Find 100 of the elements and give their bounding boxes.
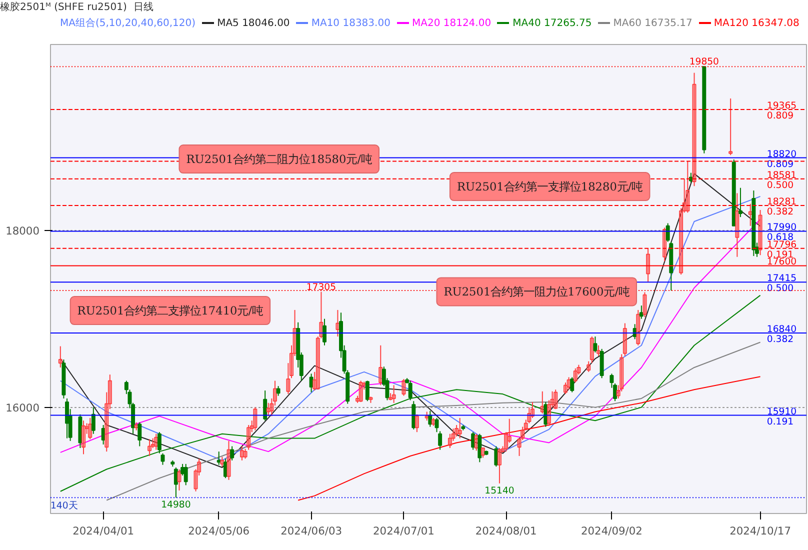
chart-title: 橡胶2501ᴹ (SHFE ru2501) [0,2,127,13]
ref-line-label: 18581 0.500 [766,170,797,191]
chart-subtitle: 日线 [133,2,154,13]
legend-label: MA10 18383.00 [311,18,390,29]
candlestick [286,362,290,395]
candlestick [368,396,373,404]
candlestick [431,417,436,426]
x-tick-label: 2024/08/01 [475,524,537,538]
candlestick [82,420,86,455]
candlestick [230,446,234,461]
candlestick [434,417,439,433]
candlestick [620,354,624,392]
candlestick [174,466,178,498]
annotation: 19850 [689,56,720,68]
candlestick [547,400,551,426]
candlestick [636,309,640,346]
candlestick [586,360,591,372]
candlestick [728,98,733,156]
annotation: RU2501合约第一支撑位18280元/吨 [456,180,643,194]
candlestick [451,428,456,442]
ref-line-label: 18281 0.382 [766,196,797,218]
candlestick [356,395,360,404]
candlestick [517,438,522,456]
candlestick [270,398,274,417]
candlestick [220,456,224,468]
x-tick-label: 2024/04/01 [72,524,134,538]
candlestick [392,384,396,404]
candlestick [600,348,604,379]
candlestick [246,424,251,450]
annotation: 17305 [306,282,336,293]
candlestick [639,305,644,320]
candlestick [388,392,393,401]
legend-label: MA60 16735.17 [613,18,692,29]
candlestick [554,389,558,410]
candlestick [322,318,326,346]
legend-label: MA120 16347.08 [714,18,800,29]
annotation: RU2501合约第二支撑位17410元/吨 [77,304,264,318]
candlestick [494,446,498,468]
candlestick [157,432,162,454]
candlestick [573,368,578,384]
legend-title: MA组合(5,10,20,40,60,120) [59,18,196,29]
candlestick [65,398,69,439]
candlestick [414,414,419,433]
candlestick [290,344,294,379]
candlestick [104,392,109,452]
candlestick [679,208,684,276]
legend-label: MA40 17265.75 [512,18,592,29]
legend-label: MA5 18046.00 [217,18,290,29]
candlestick [504,432,508,452]
annotation: RU2501合约第二阻力位18580元/吨 [186,152,372,166]
candlestick [590,336,594,364]
candlestick [646,248,650,282]
candlestick [253,406,258,431]
candlestick [454,424,459,438]
ref-line-label: 16840 0.382 [766,324,797,345]
x-tick-label: 2024/09/02 [581,524,642,538]
candlestick [458,417,462,439]
x-tick-label: 2024/05/06 [188,524,250,538]
candlestick [616,384,620,399]
candlestick [263,390,268,422]
candlestick [576,364,581,376]
ref-line-label: 19365 0.809 [766,100,797,122]
annotation: 14980 [161,500,191,511]
annotation: RU2501合约第一阻力位17600元/吨 [444,284,630,299]
candlestick [686,160,690,214]
candlestick [520,426,525,441]
candlestick [622,322,627,356]
candlestick [365,380,370,402]
candlestick [507,418,512,444]
candlestick [273,380,277,406]
candlestick [108,374,112,410]
candlestick [378,344,383,386]
x-tick-label: 2024/06/03 [280,524,342,538]
annotation: 15140 [484,485,514,496]
candlestick [408,380,412,401]
ref-line-label: 15910 0.191 [766,406,797,428]
candlestick [478,433,482,463]
candlestick [336,309,340,338]
candlestick [197,458,202,476]
candlestick [500,446,505,453]
candlestick [758,209,762,256]
candlestick [184,463,188,486]
candlestick [226,440,231,480]
candlestick [448,433,452,449]
candlestick [570,376,574,393]
candlestick [666,222,670,242]
candlestick [596,344,601,356]
candlestick [58,346,62,368]
candlestick [735,192,740,258]
candlestick [497,448,502,484]
candlestick [480,448,485,458]
candlestick [662,227,667,262]
candlestick [148,438,152,456]
x-tick-label: 2024/10/17 [730,524,791,538]
candlestick [216,451,221,466]
candlestick [91,406,96,434]
candlestick [309,373,314,393]
candlestick [316,336,320,390]
candlestick [471,432,476,450]
candlestick [160,452,165,466]
